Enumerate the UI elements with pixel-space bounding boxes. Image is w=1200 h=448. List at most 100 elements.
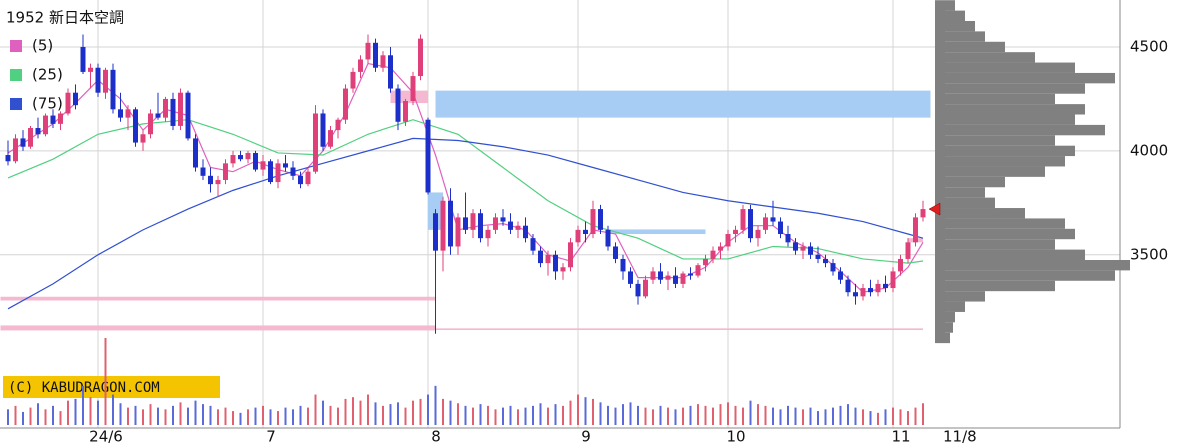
candle-body (200, 167, 206, 176)
candle-body (193, 138, 198, 168)
chart-title: 1952 新日本空調 (6, 9, 124, 27)
candle-body (568, 242, 573, 268)
profile-bar (935, 104, 1085, 115)
candle-body (395, 88, 401, 122)
candle-body (733, 229, 738, 235)
volume-bar (682, 407, 684, 425)
candle-body (448, 200, 453, 247)
ma-line (7, 137, 924, 310)
legend-swatch (10, 69, 22, 81)
volume-bar (179, 402, 182, 425)
volume-bar (592, 398, 594, 425)
profile-bar (935, 145, 1075, 157)
x-tick-label: 24/6 (89, 428, 123, 446)
candle-body (103, 69, 108, 93)
candle-body (703, 258, 708, 266)
candle-body (155, 113, 161, 118)
profile-bar (935, 0, 955, 11)
volume-bar (779, 409, 782, 425)
profile-bar (935, 31, 985, 42)
volume-bar (704, 405, 707, 425)
volume-bar (397, 402, 399, 425)
volume-bar (539, 403, 542, 425)
profile-bar (935, 239, 1055, 250)
candle-body (440, 200, 446, 251)
legend-label: (5) (32, 37, 53, 55)
profile-bar (935, 311, 955, 323)
volume-bar (749, 400, 752, 425)
legend: (5) (25) (75) (10, 37, 63, 113)
candle-body (80, 46, 86, 72)
volume-bar (472, 407, 474, 425)
volume-bar (727, 402, 729, 425)
profile-bar (935, 197, 995, 209)
candle-body (823, 258, 828, 264)
volume-bar (847, 404, 849, 425)
volume-bar (434, 385, 437, 425)
credit-box (3, 376, 220, 398)
candle-body (260, 161, 266, 170)
legend-swatch (10, 98, 22, 110)
volume-bar (209, 405, 212, 425)
candle-body (613, 246, 618, 259)
profile-bar (935, 249, 1085, 260)
candle-body (163, 98, 168, 118)
x-tick-label: 8 (431, 428, 441, 446)
candle-body (358, 59, 363, 72)
candle-body (583, 229, 588, 235)
volume-bar (277, 411, 279, 425)
y-tick-label: 4000 (1130, 141, 1168, 159)
profile-bar (935, 291, 985, 302)
candle-body (530, 238, 536, 251)
candle-body (298, 175, 303, 185)
profile-bar (935, 208, 1025, 219)
candle-body (403, 101, 408, 122)
candle-body (268, 161, 273, 183)
candle-body (808, 246, 813, 255)
volume-bar (892, 407, 894, 425)
candle-body (643, 279, 648, 297)
profile-bar (935, 322, 953, 333)
volume-bar (652, 409, 654, 425)
volume-bar (532, 405, 534, 425)
candle-body (470, 213, 476, 230)
volume-bar (787, 405, 789, 425)
candle-body (365, 42, 371, 60)
volume-bar (89, 397, 92, 425)
candle-body (740, 209, 746, 230)
profile-bar (935, 20, 975, 32)
candle-body (95, 67, 101, 93)
volume-bar (734, 405, 737, 425)
volume-bar (599, 402, 602, 425)
candle-body (275, 163, 281, 183)
volume-bar (352, 397, 354, 425)
volume-bar (772, 407, 774, 425)
volume-bar (44, 409, 47, 425)
candle-body (920, 209, 926, 218)
profile-bar (935, 166, 1045, 177)
candle-body (493, 217, 498, 230)
legend-swatch (10, 40, 22, 52)
x-tick-label: 11 (891, 428, 910, 446)
volume-bar (217, 409, 219, 425)
volume-bar (502, 407, 504, 425)
candle-body (890, 271, 896, 289)
last-date: 11/8 (943, 428, 977, 446)
candle-body (590, 209, 596, 235)
volume-bar (607, 405, 609, 425)
volume-bar (67, 400, 69, 425)
candle-body (650, 271, 656, 280)
volume-bar (449, 400, 452, 425)
candle-body (673, 275, 678, 284)
profile-bar (935, 10, 965, 21)
volume-bar (464, 405, 467, 425)
candle-body (185, 92, 191, 139)
last-price-marker (928, 202, 941, 216)
price-zone (435, 328, 923, 331)
legend-label: (25) (32, 66, 63, 84)
volume-bar (337, 407, 339, 425)
volume-bar (832, 407, 834, 425)
volume-bar (307, 407, 309, 425)
volume-bar (52, 405, 54, 425)
